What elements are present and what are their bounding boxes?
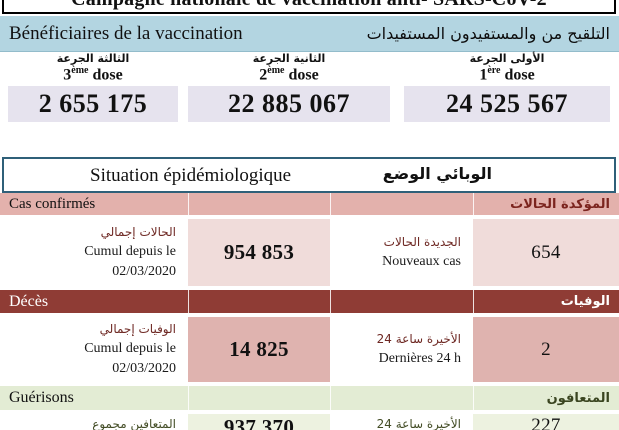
beneficiaries-label-fr: Bénéficiaires de la vaccination [9,22,243,44]
recovered-data-row: ⁨مجموع⁩ ⁨المتعافين⁩ 937 370 ⁨24⁩ ⁨ساعة⁩ … [0,410,619,430]
confirmed-header-fr: Cas confirmés [9,195,96,212]
situation-title-ar: ⁨الوضع⁩ ⁨الوبائي⁩ [382,164,492,183]
recovered-header-ar: ⁨المتعافون⁩ [546,390,610,406]
campaign-title: Campagne nationale de vaccination anti- … [71,0,547,12]
confirmed-new-value: 654 [473,219,619,286]
dose2-label-fr: 2ème dose [259,65,319,84]
recovered-section-header: Guérisons ⁨المتعافون⁩ [0,386,619,410]
recovered-total-label: ⁨مجموع⁩ ⁨المتعافين⁩ [92,417,176,430]
confirmed-section-header: Cas confirmés ⁨الحالات⁩ ⁨المؤكدة⁩ [0,193,619,215]
deaths-cumulative-value: 14 825 [188,317,330,382]
dose-headers-french: 3ème dose 2ème dose 1ère dose [0,65,619,85]
deaths-last24h-value: 2 [473,317,619,382]
recovered-header-fr: Guérisons [9,389,74,406]
confirmed-data-row: ⁨إجمالي⁩ ⁨الحالات⁩ Cumul depuis le 02/03… [0,215,619,290]
column-separator [330,386,331,410]
dose1-label-fr: 1ère dose [479,65,535,84]
recovered-total-value: 937 370 [188,414,330,430]
dose-values-row: 2 655 175 22 885 067 24 525 567 [0,86,619,122]
dose1-label-ar: ⁨الجرعة⁩ ⁨الأولى⁩ [469,52,545,65]
column-separator [188,290,189,313]
column-separator [330,290,331,313]
confirmed-header-ar: ⁨الحالات⁩ ⁨المؤكدة⁩ [510,196,610,212]
column-separator [473,193,474,215]
column-separator [473,386,474,410]
deaths-header-ar: ⁨الوفيات⁩ [560,294,610,309]
dose2-value: 22 885 067 [188,86,390,122]
dose-headers-arabic: ⁨الجرعة⁩ ⁨الثالثة⁩ ⁨الجرعة⁩ ⁨الثانية⁩ ⁨ا… [0,52,619,65]
situation-title-fr: Situation épidémiologique [90,165,292,186]
deaths-cumulative-label: ⁨إجمالي⁩ ⁨الوفيات⁩ Cumul depuis le 02/03… [84,322,176,376]
column-separator [188,193,189,215]
column-separator [473,290,474,313]
confirmed-new-label: ⁨الحالات⁩ ⁨الجديدة⁩ Nouveaux cas [382,235,461,269]
campaign-title-box: Campagne nationale de vaccination anti- … [2,0,616,14]
deaths-section-header: Décès ⁨الوفيات⁩ [0,290,619,313]
deaths-last24h-label: ⁨24⁩ ⁨ساعة⁩ ⁨الأخيرة⁩ Dernières 24 h [376,332,461,366]
beneficiaries-band: Bénéficiaires de la vaccination ⁨المستفي… [0,16,619,52]
confirmed-cumulative-value: 954 853 [188,219,330,286]
deaths-data-row: ⁨إجمالي⁩ ⁨الوفيات⁩ Cumul depuis le 02/03… [0,313,619,386]
column-separator [330,193,331,215]
dose1-value: 24 525 567 [404,86,610,122]
recovered-last24h-label: ⁨24⁩ ⁨ساعة⁩ ⁨الأخيرة⁩ [376,417,461,430]
dose2-label-ar: ⁨الجرعة⁩ ⁨الثانية⁩ [252,52,326,65]
deaths-header-fr: Décès [9,292,49,310]
dose3-value: 2 655 175 [8,86,178,122]
beneficiaries-label-ar: ⁨المستفيدات⁩ ⁨والمستفيدون⁩ ⁨من⁩ ⁨التلقيح… [366,24,610,43]
situation-title-box: Situation épidémiologique ⁨الوضع⁩ ⁨الوبا… [2,157,616,193]
confirmed-cumulative-label: ⁨إجمالي⁩ ⁨الحالات⁩ Cumul depuis le 02/03… [84,225,176,279]
dose3-label-ar: ⁨الجرعة⁩ ⁨الثالثة⁩ [56,52,130,65]
column-separator [188,386,189,410]
recovered-last24h-value: 227 [473,414,619,430]
dose3-label-fr: 3ème dose [63,65,123,84]
